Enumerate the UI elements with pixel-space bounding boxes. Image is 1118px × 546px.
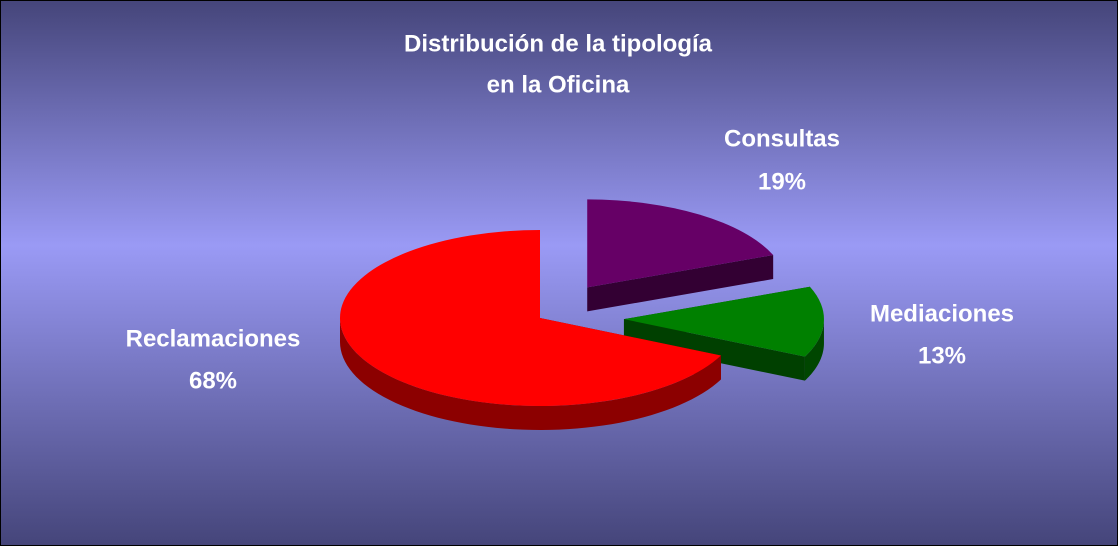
slice-wall bbox=[623, 319, 805, 381]
slice-side bbox=[804, 319, 824, 381]
slice-side bbox=[340, 318, 721, 430]
slice bbox=[339, 230, 721, 406]
chart-title: Distribución de la tipología bbox=[404, 30, 713, 57]
slice bbox=[623, 286, 824, 357]
chart-title: en la Oficina bbox=[487, 71, 630, 98]
slice bbox=[587, 199, 774, 288]
slice-label: Consultas bbox=[724, 125, 840, 152]
slice-label: Reclamaciones bbox=[126, 325, 301, 352]
slice-label: Mediaciones bbox=[870, 300, 1014, 327]
slice-wall bbox=[587, 255, 774, 312]
value-label: 13% bbox=[918, 342, 966, 369]
value-label: 68% bbox=[189, 367, 237, 394]
value-label: 19% bbox=[758, 168, 806, 195]
